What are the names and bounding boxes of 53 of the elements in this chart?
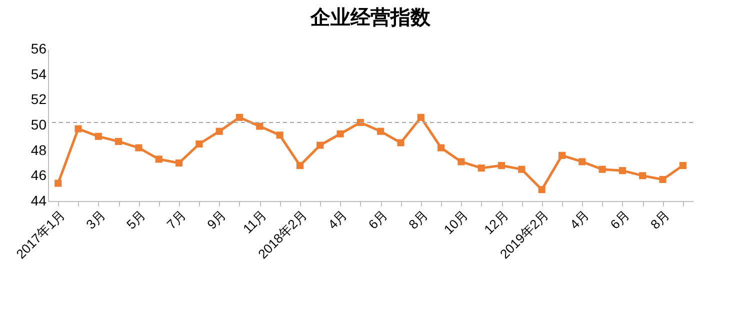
point xyxy=(276,132,284,139)
point xyxy=(578,158,586,166)
point xyxy=(639,172,646,180)
point xyxy=(74,125,82,132)
point xyxy=(94,132,102,140)
y-tick-label: 56 xyxy=(30,40,47,56)
point xyxy=(598,166,606,173)
point xyxy=(256,122,264,130)
point xyxy=(175,159,183,167)
point xyxy=(397,139,404,146)
point xyxy=(417,114,424,121)
point xyxy=(216,128,223,135)
point xyxy=(316,142,324,149)
point xyxy=(679,162,686,170)
y-tick-label: 54 xyxy=(30,66,47,82)
y-tick-label: 44 xyxy=(30,192,47,208)
point xyxy=(498,162,506,170)
point xyxy=(155,156,162,163)
x-tick-label: 3月 xyxy=(83,207,108,232)
point xyxy=(458,158,465,166)
x-tick-label: 9月 xyxy=(204,207,230,232)
point xyxy=(558,152,566,159)
point xyxy=(438,144,445,152)
x-tick-label: 8月 xyxy=(648,207,672,232)
x-tick-label: 8月 xyxy=(406,207,431,232)
point xyxy=(356,118,364,126)
point xyxy=(377,128,384,135)
point xyxy=(538,186,546,194)
y-tick-label: 46 xyxy=(30,167,47,184)
chart-title: 企业经营指数 xyxy=(310,7,432,29)
point xyxy=(296,162,304,170)
point xyxy=(54,180,62,187)
point xyxy=(135,144,142,152)
x-tick-label: 10月 xyxy=(440,207,471,238)
x-tick-label: 5月 xyxy=(123,207,148,232)
x-tick-label: 11月 xyxy=(240,207,270,236)
point xyxy=(196,140,203,148)
x-tick-label: 7月 xyxy=(164,207,189,232)
point xyxy=(115,138,122,145)
point xyxy=(659,176,666,183)
x-tick-label: 12月 xyxy=(481,207,512,238)
point xyxy=(236,114,244,121)
point xyxy=(518,166,526,173)
y-tick-label: 52 xyxy=(30,91,47,108)
point xyxy=(618,167,626,174)
x-tick-label: 6月 xyxy=(365,207,390,232)
x-tick-label: 4月 xyxy=(325,207,350,232)
point xyxy=(336,130,344,138)
y-tick-label: 48 xyxy=(30,142,47,158)
x-tick-label: 6月 xyxy=(607,207,632,232)
x-tick-label: 4月 xyxy=(566,207,592,232)
y-tick-label: 50 xyxy=(30,116,47,132)
point xyxy=(478,164,485,172)
